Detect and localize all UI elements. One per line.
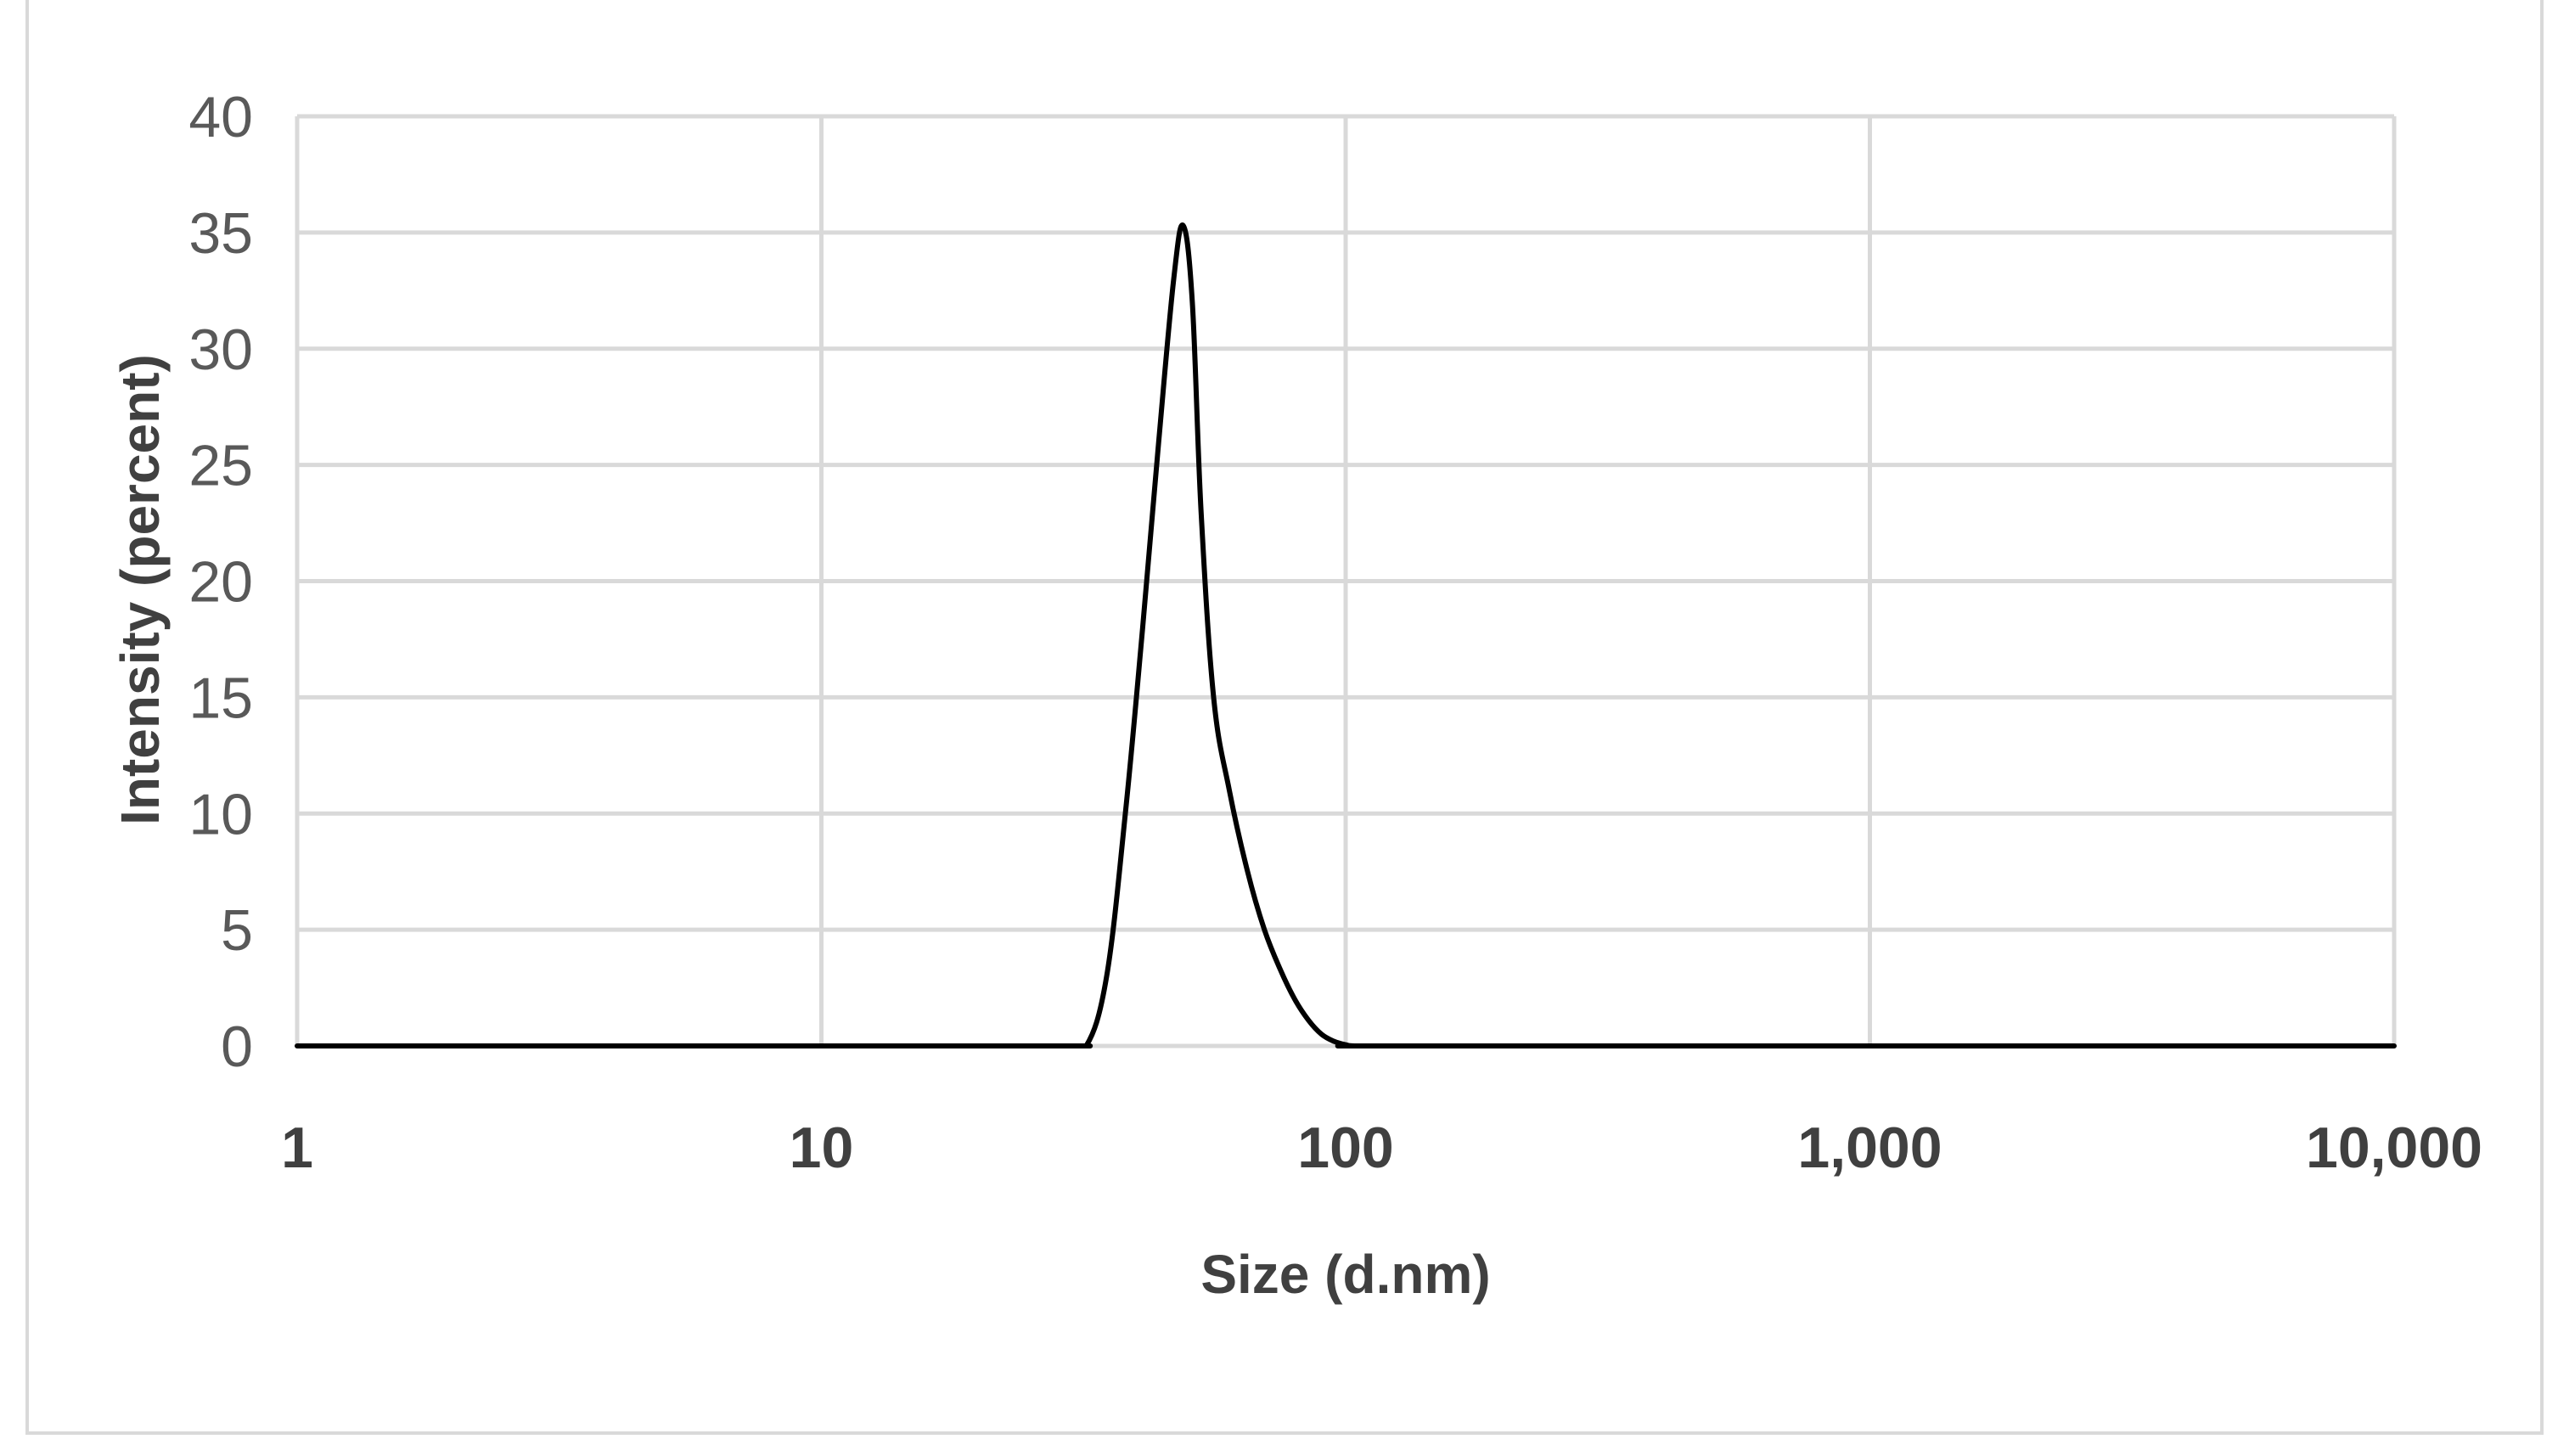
y-tick-label: 30 xyxy=(188,318,253,382)
y-tick-label: 15 xyxy=(188,666,253,730)
x-axis-title: Size (d.nm) xyxy=(1200,1244,1490,1305)
y-tick-label: 25 xyxy=(188,434,253,498)
chart-frame xyxy=(25,0,2544,1435)
y-tick-label: 5 xyxy=(221,898,253,963)
y-axis-title: Intensity (percent) xyxy=(110,354,171,825)
x-tick-labels: 1 10 100 1,000 10,000 xyxy=(281,1116,2482,1180)
y-tick-labels: 0 5 10 15 20 25 30 35 40 xyxy=(188,85,253,1079)
x-tick-label: 100 xyxy=(1297,1116,1393,1180)
y-tick-label: 35 xyxy=(188,201,253,266)
series-line-0 xyxy=(295,222,2397,1049)
y-tick-label: 40 xyxy=(188,85,253,149)
y-tick-label: 10 xyxy=(188,782,253,846)
x-tick-label: 10,000 xyxy=(2306,1116,2482,1180)
x-tick-label: 1 xyxy=(281,1116,313,1180)
grid-layer xyxy=(295,114,2397,1048)
x-tick-label: 1,000 xyxy=(1797,1116,1942,1180)
y-tick-label: 20 xyxy=(188,550,253,615)
series-layer xyxy=(295,222,2397,1049)
y-tick-label: 0 xyxy=(221,1015,253,1079)
x-tick-label: 10 xyxy=(790,1116,854,1180)
